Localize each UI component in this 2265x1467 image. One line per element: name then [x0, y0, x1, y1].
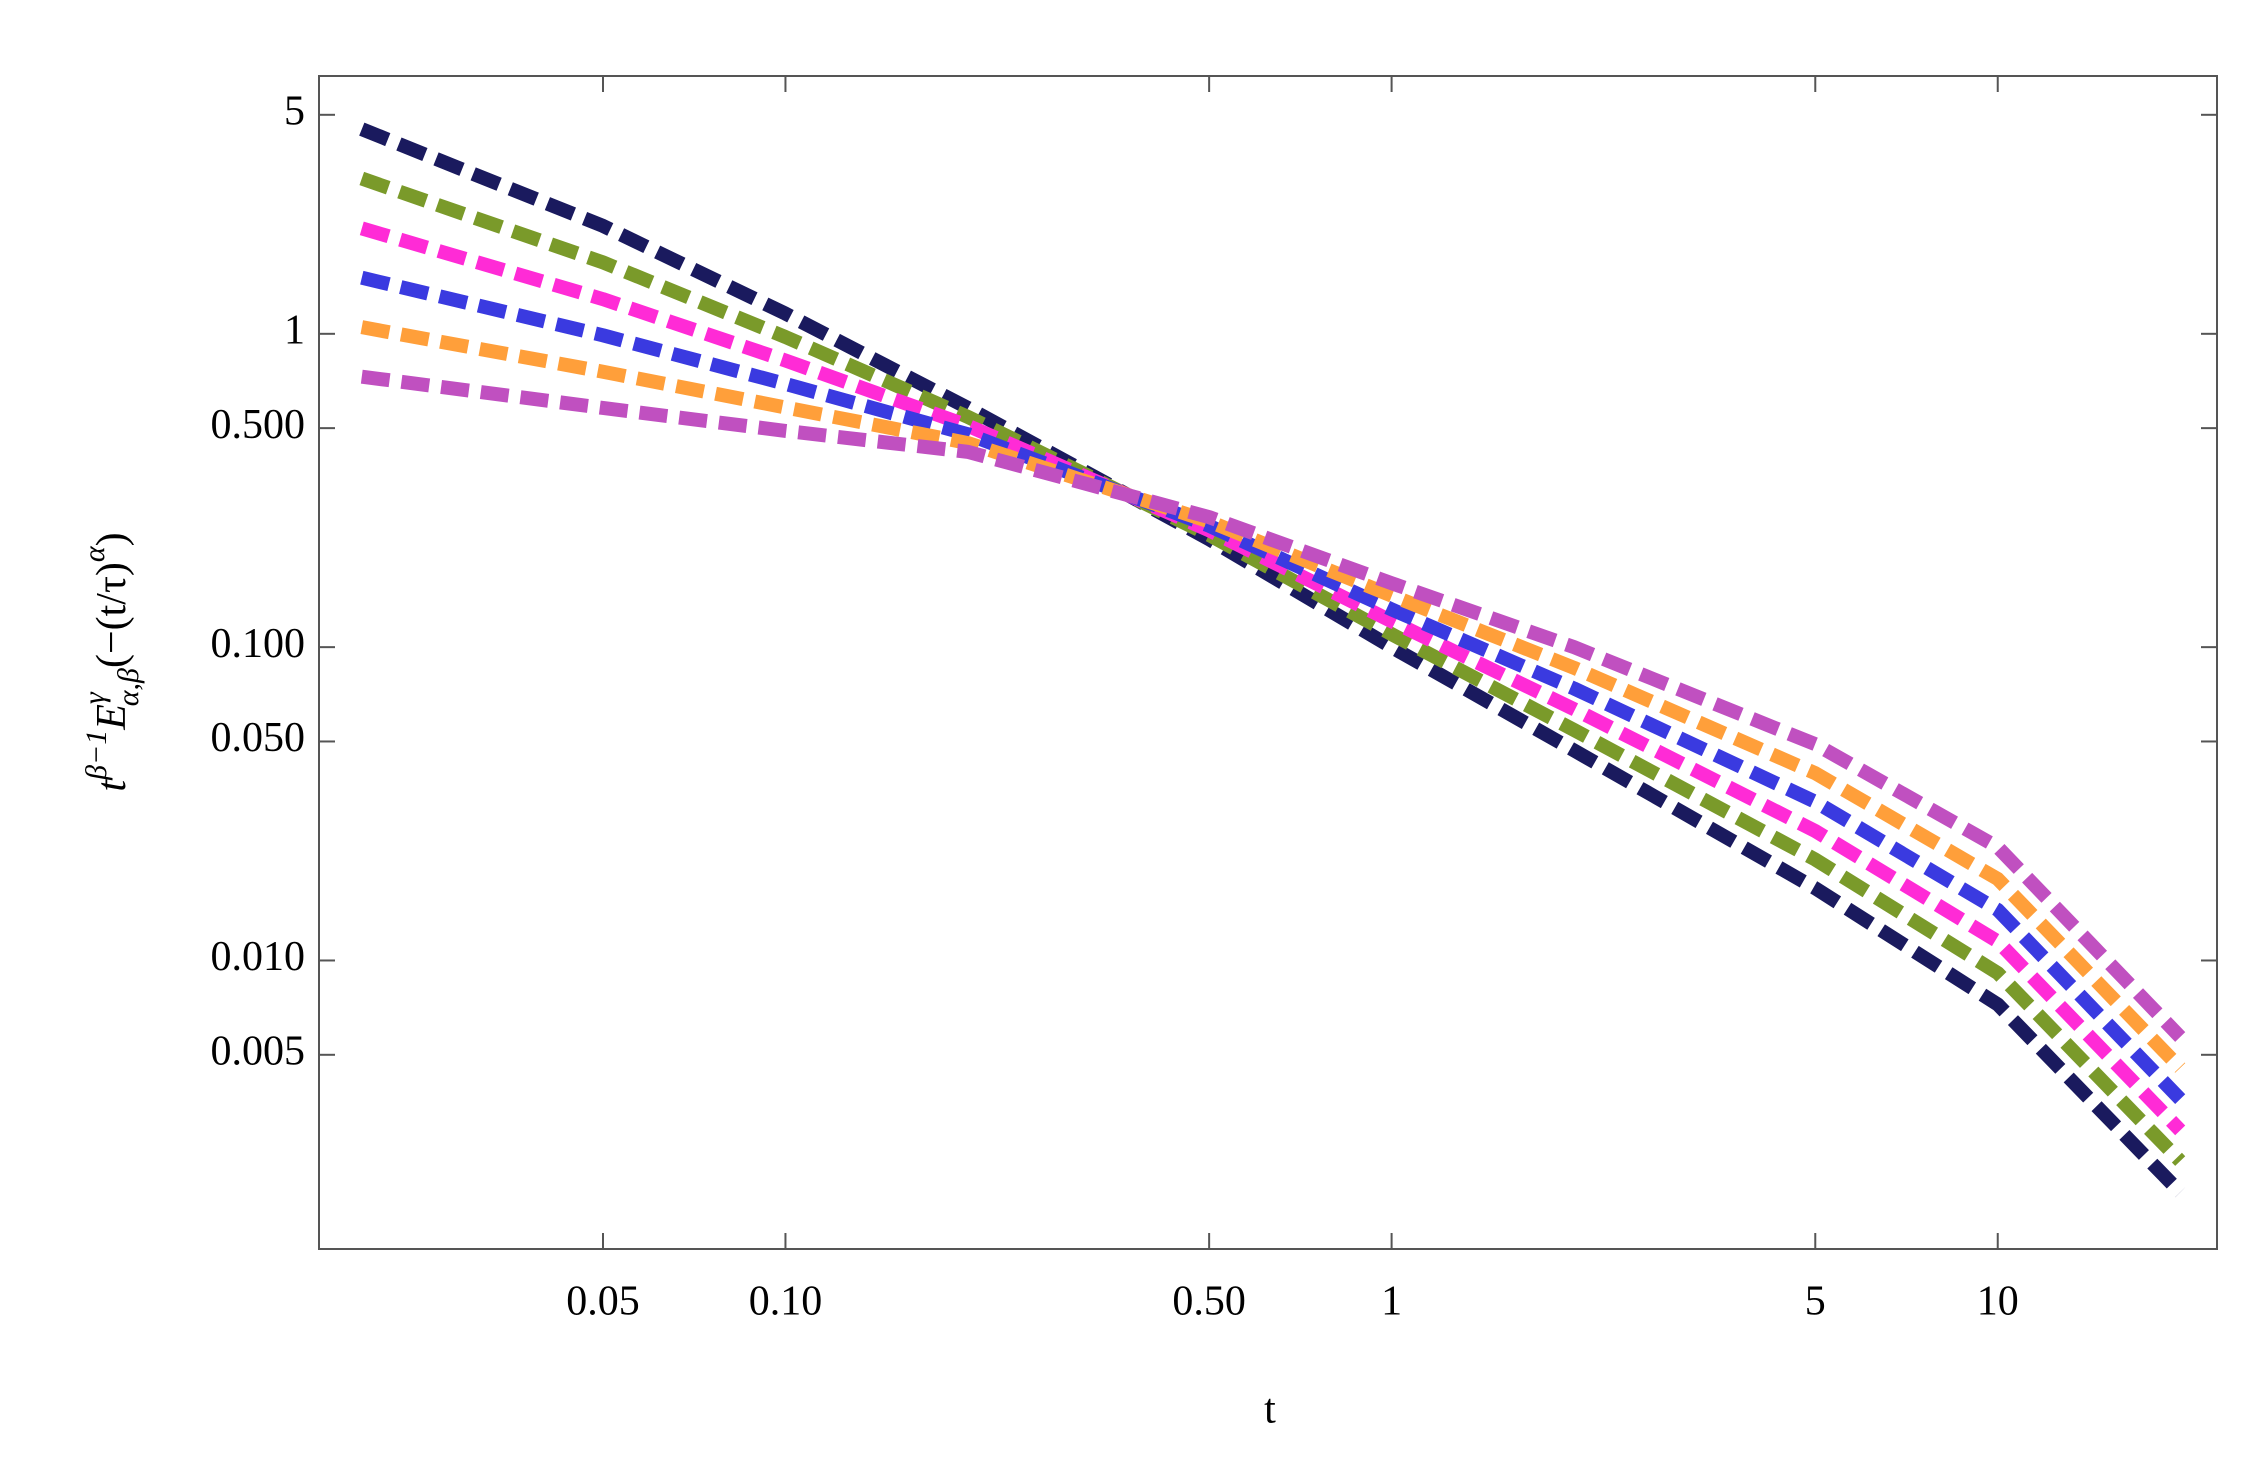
series-line — [360, 270, 2186, 1104]
series-line — [360, 369, 2186, 1042]
series-line — [359, 221, 2186, 1136]
x-tick-label: 5 — [1805, 1279, 1826, 1325]
plot-frame — [318, 75, 2218, 1250]
x-axis-label: t — [1264, 1387, 1276, 1433]
y-axis-label: tβ−1Eγα,β(−(t/τ)α) — [78, 532, 145, 791]
y-tick-label: 1 — [284, 307, 305, 353]
y-label-part: β−1 — [80, 730, 113, 781]
series-line — [360, 320, 2186, 1073]
y-label-part: t — [89, 779, 135, 792]
y-label-part: γ — [78, 691, 111, 704]
y-tick-label: 0.100 — [211, 621, 306, 667]
y-label-part: α,β — [112, 668, 145, 706]
y-label-part: (−(t/τ) — [89, 562, 135, 668]
x-tick-label: 0.50 — [1172, 1279, 1246, 1325]
series-line — [359, 122, 2186, 1198]
y-label-part: ) — [89, 532, 135, 546]
x-tick-label: 1 — [1381, 1279, 1402, 1325]
y-label-part: α — [78, 545, 111, 562]
x-tick-label: 0.05 — [566, 1279, 640, 1325]
y-tick-label: 0.500 — [211, 402, 306, 448]
y-tick-label: 5 — [284, 88, 305, 134]
x-tick-label: 10 — [1977, 1279, 2019, 1325]
y-tick-label: 0.005 — [211, 1028, 306, 1074]
y-tick-label: 0.010 — [211, 934, 306, 980]
y-label-part: E — [89, 704, 135, 731]
series-line — [359, 171, 2186, 1166]
x-tick-label: 0.10 — [749, 1279, 823, 1325]
y-tick-label: 0.050 — [211, 715, 306, 761]
